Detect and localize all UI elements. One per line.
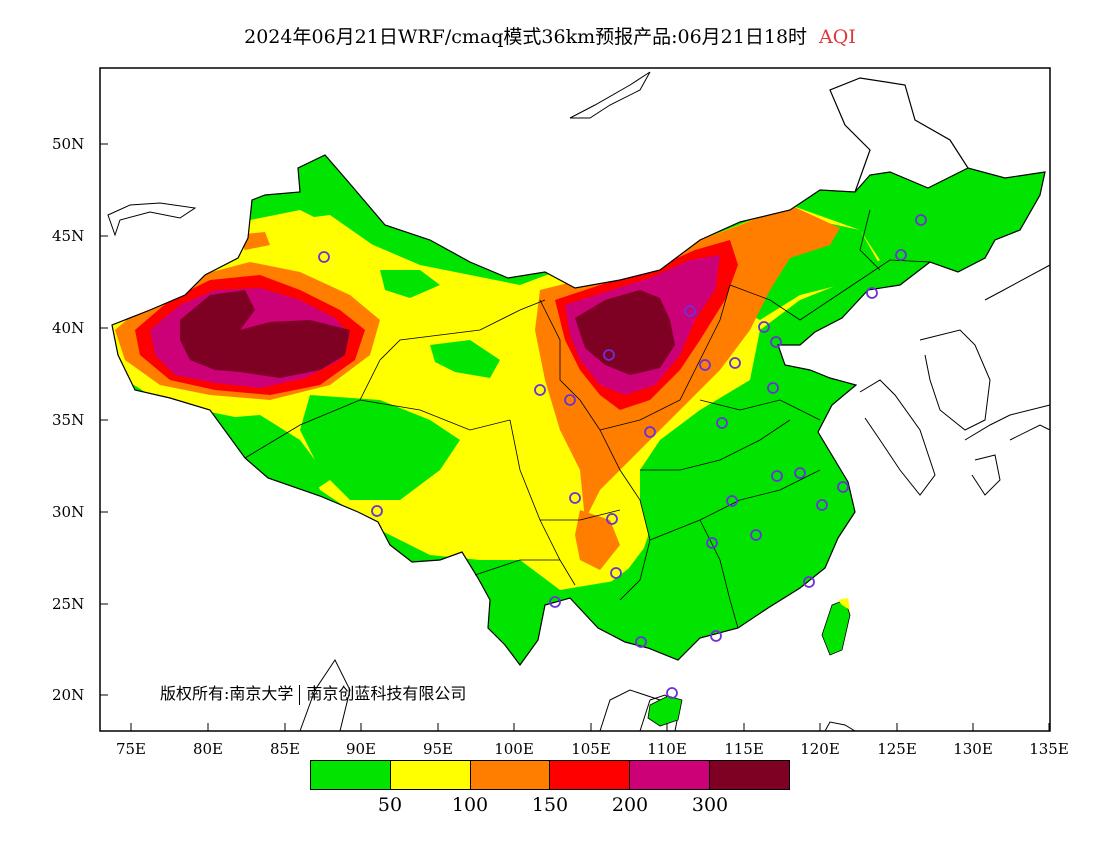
lat-label: 35N: [52, 411, 85, 429]
station-marker: [729, 357, 741, 369]
lon-label: 130E: [953, 740, 993, 758]
station-marker: [726, 495, 738, 507]
legend-label: 50: [377, 794, 403, 816]
station-marker: [770, 336, 782, 348]
station-marker: [549, 596, 561, 608]
station-marker: [803, 576, 815, 588]
lon-label: 110E: [647, 740, 687, 758]
lon-label: 100E: [494, 740, 534, 758]
station-marker: [603, 349, 615, 361]
aqi-fill: [112, 155, 1045, 665]
station-marker: [866, 287, 878, 299]
legend-swatch: [629, 761, 710, 789]
lon-label: 85E: [269, 740, 301, 758]
lon-label: 115E: [724, 740, 764, 758]
lon-label: 120E: [800, 740, 840, 758]
station-marker: [564, 394, 576, 406]
station-marker: [666, 687, 678, 699]
station-marker: [684, 305, 696, 317]
lon-label: 105E: [571, 740, 611, 758]
taiwan-yellow: [838, 598, 850, 610]
neighbor-coastlines: [107, 71, 1051, 732]
station-marker: [767, 382, 779, 394]
station-marker: [710, 630, 722, 642]
station-marker: [758, 321, 770, 333]
station-marker: [606, 513, 618, 525]
station-marker: [895, 249, 907, 261]
station-marker: [706, 537, 718, 549]
color-legend: [310, 760, 790, 790]
legend-label: 150: [531, 794, 569, 816]
station-marker: [371, 505, 383, 517]
station-marker: [794, 467, 806, 479]
station-markers: [318, 214, 927, 699]
legend-swatch: [709, 761, 789, 789]
axis-ticks: [100, 143, 1050, 731]
map-title: 2024年06月21日WRF/cmaq模式36km预报产品:06月21日18时 A…: [0, 22, 1100, 49]
lat-label: 40N: [52, 319, 85, 337]
legend-swatch: [311, 761, 390, 789]
lon-label: 95E: [422, 740, 454, 758]
lon-label: 80E: [192, 740, 224, 758]
copyright-right: 南京创蓝科技有限公司: [306, 684, 467, 703]
lon-label: 75E: [115, 740, 147, 758]
legend-swatch: [549, 761, 630, 789]
china-outline: [111, 154, 1046, 667]
copyright-left: 版权所有:南京大学: [160, 684, 294, 703]
legend-label: 200: [611, 794, 649, 816]
station-marker: [534, 384, 546, 396]
station-marker: [318, 251, 330, 263]
copyright-separator: [299, 684, 301, 705]
station-marker: [915, 214, 927, 226]
station-marker: [771, 470, 783, 482]
station-marker: [610, 567, 622, 579]
station-marker: [750, 529, 762, 541]
lon-label: 90E: [345, 740, 377, 758]
station-marker: [699, 359, 711, 371]
title-variable: AQI: [819, 26, 856, 48]
station-marker: [569, 492, 581, 504]
legend-label: 300: [691, 794, 729, 816]
title-text: 2024年06月21日WRF/cmaq模式36km预报产品:06月21日18时: [244, 26, 808, 48]
station-marker: [635, 636, 647, 648]
station-marker: [716, 417, 728, 429]
lat-label: 30N: [52, 503, 85, 521]
province-borders: [244, 209, 931, 629]
legend-swatch: [469, 761, 550, 789]
legend-label: 100: [451, 794, 489, 816]
lon-label: 125E: [877, 740, 917, 758]
copyright-notice: 版权所有:南京大学 南京创蓝科技有限公司: [160, 680, 466, 705]
lon-label: 135E: [1029, 740, 1069, 758]
lat-label: 45N: [52, 227, 85, 245]
legend-swatch: [389, 761, 470, 789]
northeast-outline: [829, 77, 969, 193]
station-marker: [837, 481, 849, 493]
lat-label: 20N: [52, 686, 85, 704]
lat-label: 50N: [52, 135, 85, 153]
lat-label: 25N: [52, 595, 85, 613]
station-marker: [816, 499, 828, 511]
station-marker: [644, 426, 656, 438]
